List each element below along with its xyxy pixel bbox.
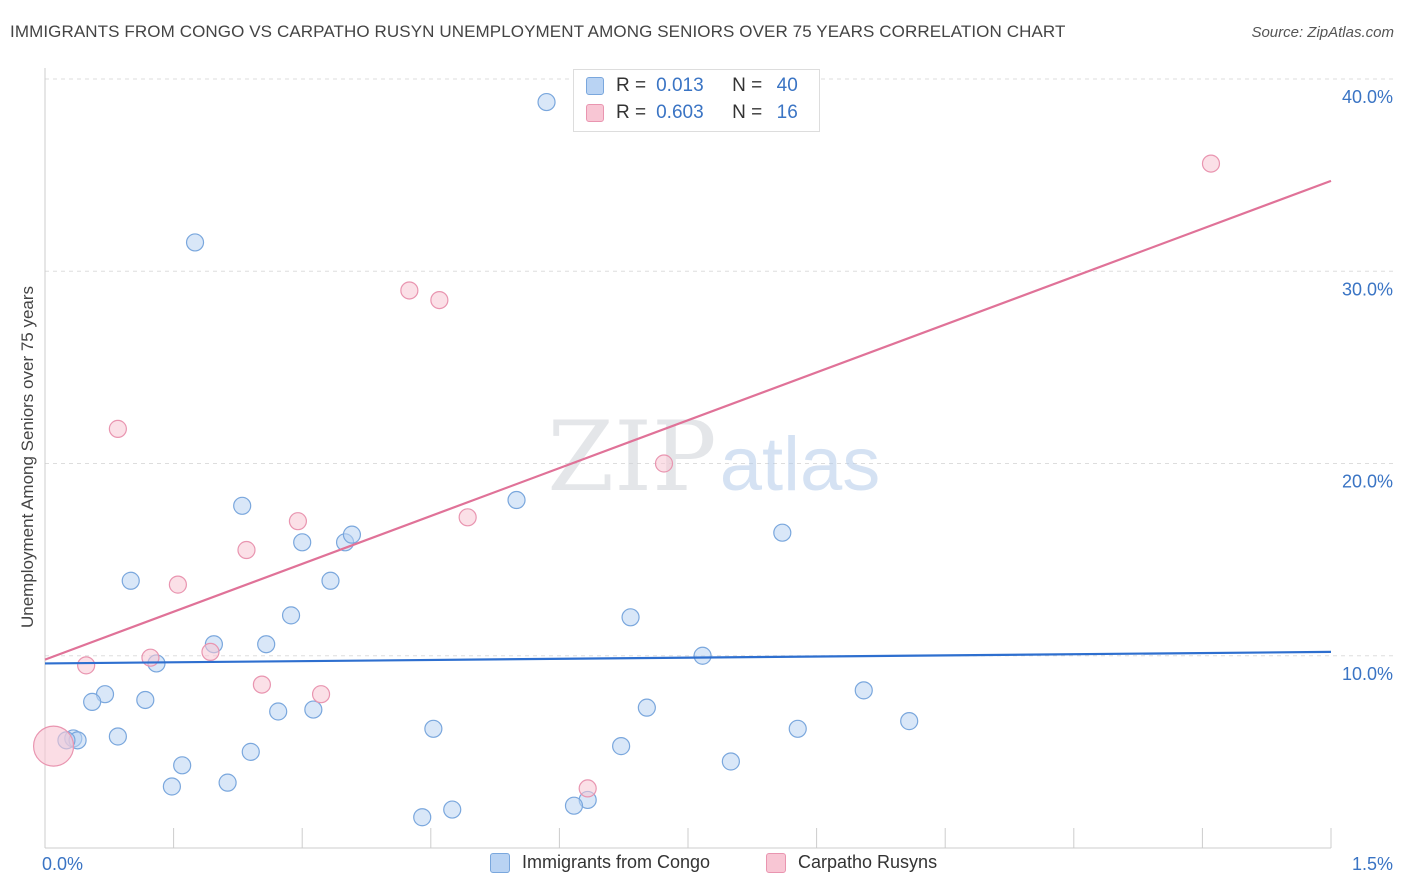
trend-lines xyxy=(44,179,1332,665)
congo-point-33 xyxy=(162,777,181,796)
congo-point-21 xyxy=(637,698,656,717)
congo-point-18 xyxy=(136,690,155,710)
rusyn-point-9 xyxy=(201,642,220,662)
congo-swatch xyxy=(586,77,604,95)
congo-point-19 xyxy=(269,702,288,721)
congo-point-22 xyxy=(854,681,873,700)
grid-lines xyxy=(45,78,1395,657)
rusyn-point-12 xyxy=(252,675,272,694)
y-tick-label-1: 20.0% xyxy=(1342,472,1393,492)
y-tick-label-2: 30.0% xyxy=(1342,279,1393,299)
congo-point-26 xyxy=(108,727,127,746)
congo-point-30 xyxy=(612,737,631,756)
congo-point-13 xyxy=(257,635,276,654)
watermark-zip: ZIP xyxy=(547,401,716,513)
rusyn-point-7 xyxy=(237,540,256,560)
rusyn-point-3 xyxy=(108,419,127,438)
rusyn-point-14 xyxy=(578,779,597,798)
rusyn-point-8 xyxy=(168,575,187,594)
congo-point-36 xyxy=(564,796,584,815)
congo-point-37 xyxy=(443,800,462,819)
rusyn-legend-label: Carpatho Rusyns xyxy=(798,852,938,872)
congo-trend-line xyxy=(44,650,1332,665)
congo-point-4 xyxy=(293,533,312,552)
rusyn-point-13 xyxy=(311,685,331,704)
congo-point-29 xyxy=(241,742,260,761)
congo-point-0 xyxy=(537,92,556,112)
watermark: ZIP atlas xyxy=(547,401,880,513)
congo-point-32 xyxy=(173,756,192,775)
rusyn-point-6 xyxy=(288,512,308,531)
rusyn-point-11 xyxy=(77,656,96,675)
series-legend: Immigrants from Congo Carpatho Rusyns xyxy=(0,852,1406,876)
legend-item-congo[interactable]: Immigrants from Congo xyxy=(490,852,710,873)
rusyn-point-15 xyxy=(32,725,75,767)
r-value: 0.603 xyxy=(656,102,704,123)
tick-labels: 10.0% 20.0% 30.0% 40.0% 0.0% 1.5% xyxy=(42,87,1393,874)
congo-point-2 xyxy=(233,496,252,515)
r-label: R = xyxy=(616,75,647,96)
y-tick-label-0: 10.0% xyxy=(1342,664,1393,684)
legend-item-rusyn[interactable]: Carpatho Rusyns xyxy=(766,852,937,873)
congo-legend-swatch xyxy=(490,852,510,873)
congo-point-11 xyxy=(773,523,792,542)
watermark-atlas: atlas xyxy=(720,422,881,507)
n-value: 16 xyxy=(776,102,798,123)
rusyn-point-4 xyxy=(654,454,674,473)
r-label: R = xyxy=(616,102,647,123)
congo-point-23 xyxy=(900,712,919,731)
congo-point-27 xyxy=(424,719,443,738)
congo-point-9 xyxy=(281,606,301,625)
y-tick-label-3: 40.0% xyxy=(1342,87,1393,107)
rusyn-point-1 xyxy=(400,281,419,300)
r-value: 0.013 xyxy=(656,75,704,96)
stats-legend-row-rusyn: R = 0.603 N = 16 xyxy=(586,101,802,125)
congo-legend-label: Immigrants from Congo xyxy=(522,852,711,872)
rusyn-trend-line xyxy=(44,179,1332,661)
source-label: Source: ZipAtlas.com xyxy=(1251,24,1394,41)
n-value: 40 xyxy=(776,75,798,96)
axes xyxy=(44,68,1332,849)
congo-point-15 xyxy=(693,646,712,665)
rusyn-point-2 xyxy=(430,290,449,310)
congo-point-17 xyxy=(83,692,102,711)
data-points xyxy=(32,92,1221,827)
congo-point-34 xyxy=(218,773,237,792)
congo-point-28 xyxy=(788,719,807,738)
rusyn-legend-swatch xyxy=(766,852,786,873)
stats-legend-row-congo: R = 0.013 N = 40 xyxy=(586,74,802,98)
congo-point-3 xyxy=(507,490,526,510)
congo-point-20 xyxy=(304,700,323,719)
stats-legend: R = 0.013 N = 40 R = 0.603 N = 16 xyxy=(573,69,820,132)
x-tick-label-min: 0.0% xyxy=(42,854,83,874)
x-tick-label-max: 1.5% xyxy=(1352,854,1393,874)
congo-point-31 xyxy=(721,752,740,771)
congo-point-8 xyxy=(321,571,340,590)
congo-point-1 xyxy=(185,233,205,252)
congo-point-38 xyxy=(413,808,432,827)
rusyn-point-0 xyxy=(1201,154,1221,173)
congo-point-6 xyxy=(342,525,362,544)
chart-title: IMMIGRANTS FROM CONGO VS CARPATHO RUSYN … xyxy=(10,22,1066,41)
n-label: N = xyxy=(732,102,763,123)
congo-point-10 xyxy=(621,608,640,627)
rusyn-swatch xyxy=(586,104,604,122)
congo-point-7 xyxy=(121,571,140,590)
n-label: N = xyxy=(732,75,763,96)
rusyn-point-5 xyxy=(458,508,477,527)
